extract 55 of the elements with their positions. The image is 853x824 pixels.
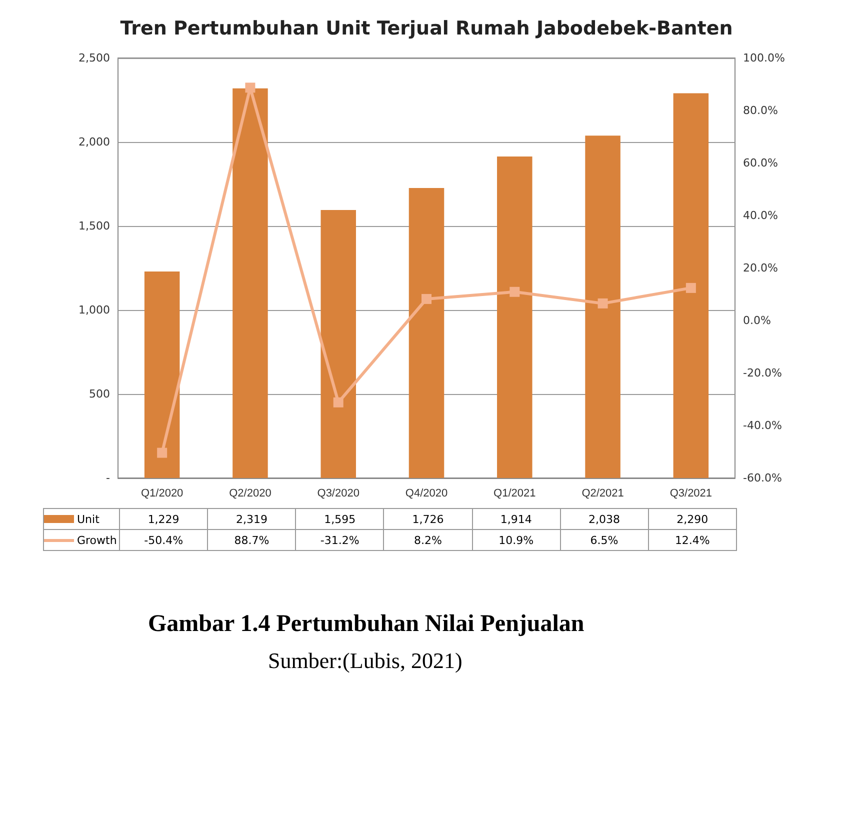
data-label: 10.9% bbox=[472, 530, 560, 550]
data-label: 8.2% bbox=[384, 530, 472, 550]
point bbox=[422, 294, 432, 304]
legend-label: Growth bbox=[44, 530, 120, 550]
data-label: 88.7% bbox=[208, 530, 296, 550]
point bbox=[333, 397, 344, 408]
y2-tick-label: 60.0% bbox=[743, 156, 778, 170]
y-tick-label: 1,000 bbox=[78, 304, 110, 316]
x-tick-label: Q4/2020 bbox=[405, 488, 448, 500]
point bbox=[510, 286, 520, 297]
data-label: 12.4% bbox=[648, 530, 736, 550]
x-tick-label: Q3/2020 bbox=[317, 488, 360, 500]
data-label: 1,595 bbox=[296, 508, 384, 530]
data-label: 2,319 bbox=[208, 508, 296, 530]
bar bbox=[497, 156, 532, 478]
y2-tick-label: -60.0% bbox=[743, 472, 782, 484]
y2-tick-label: -40.0% bbox=[743, 419, 782, 432]
data-label: 1,726 bbox=[384, 508, 472, 530]
point bbox=[598, 298, 608, 308]
x-tick-label: Q1/2020 bbox=[140, 488, 184, 500]
bar bbox=[585, 136, 620, 478]
y-tick-label: 1,500 bbox=[78, 220, 110, 232]
y-tick-label: - bbox=[106, 472, 110, 484]
chart-title: Tren Pertumbuhan Unit Terjual Rumah Jabodebek-Banten bbox=[120, 18, 733, 40]
y2-tick-label: 80.0% bbox=[743, 104, 778, 117]
y-tick-label: 500 bbox=[89, 388, 110, 400]
data-label: 2,038 bbox=[560, 508, 648, 530]
y2-tick-label: -20.0% bbox=[743, 366, 782, 380]
bar bbox=[144, 272, 180, 478]
bar bbox=[320, 210, 356, 478]
x-tick-label: Q2/2021 bbox=[582, 488, 624, 500]
bar bbox=[408, 188, 444, 478]
y2-tick-label: 100.0% bbox=[743, 52, 785, 64]
text: Gambar 1.4 Pertumbuhan Nilai Penjualan bbox=[148, 611, 586, 638]
data-label: 2,290 bbox=[648, 508, 736, 530]
data-label: -31.2% bbox=[296, 530, 384, 550]
x-tick-label: Q3/2021 bbox=[670, 488, 712, 500]
bar bbox=[232, 88, 268, 478]
y2-tick-label: 20.0% bbox=[743, 262, 778, 274]
data-label: 1,914 bbox=[472, 508, 560, 530]
x-tick-label: Q1/2021 bbox=[494, 488, 536, 500]
point bbox=[686, 282, 696, 293]
y-tick-label: 2,500 bbox=[78, 52, 110, 64]
point bbox=[245, 82, 256, 93]
y2-tick-label: 40.0% bbox=[743, 209, 778, 222]
point bbox=[157, 448, 168, 458]
data-label: -50.4% bbox=[120, 530, 208, 550]
bar bbox=[673, 93, 709, 478]
text: Sumber:(Lubis, 2021) bbox=[268, 648, 464, 674]
y-tick-label: 2,000 bbox=[78, 136, 110, 148]
data-label: 1,229 bbox=[120, 508, 208, 530]
x-tick-label: Q2/2020 bbox=[229, 488, 272, 500]
y2-tick-label: 0.0% bbox=[743, 314, 771, 327]
data-label: 6.5% bbox=[560, 530, 648, 550]
legend-label: Unit bbox=[44, 508, 120, 530]
